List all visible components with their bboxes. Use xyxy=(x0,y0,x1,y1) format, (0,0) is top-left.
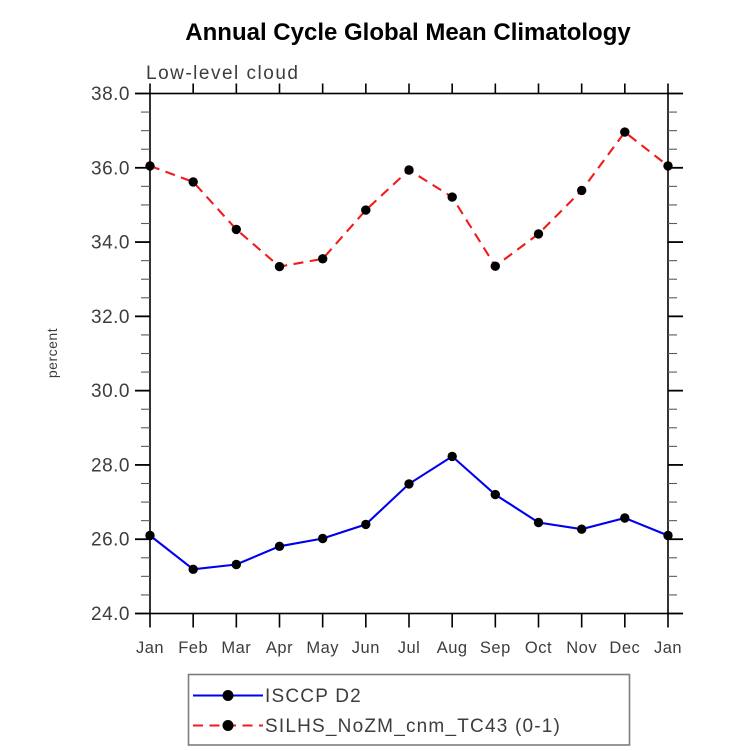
y-tick-label: 34.0 xyxy=(91,233,130,254)
x-tick-label: Sep xyxy=(480,639,511,657)
data-point xyxy=(620,127,630,137)
data-point xyxy=(274,541,285,551)
data-point xyxy=(188,564,198,574)
data-point xyxy=(145,161,155,171)
legend-marker-dot xyxy=(222,720,234,731)
y-tick-label: 30.0 xyxy=(91,381,130,402)
x-tick-label: Mar xyxy=(221,639,251,657)
legend-marker-dot xyxy=(222,690,234,701)
legend: ISCCP D2 SILHS_NoZM_cnm_TC43 (0-1) xyxy=(187,673,631,746)
data-point xyxy=(361,205,371,215)
data-point xyxy=(620,513,630,523)
y-tick-label: 24.0 xyxy=(91,604,130,625)
x-tick-label: Jan xyxy=(654,639,682,657)
data-point xyxy=(318,254,328,264)
x-tick-label: Aug xyxy=(437,639,468,657)
y-tick-label: 26.0 xyxy=(91,530,130,551)
x-tick-label: Feb xyxy=(178,639,208,657)
data-point xyxy=(361,519,371,530)
x-tick-label: Dec xyxy=(609,639,640,657)
x-tick-label: Jul xyxy=(398,639,421,657)
data-point xyxy=(490,261,500,271)
series-line-0 xyxy=(149,455,669,571)
y-tick-label: 38.0 xyxy=(91,84,130,105)
y-tick-label: 32.0 xyxy=(91,307,130,328)
y-tick-label: 28.0 xyxy=(91,455,130,476)
data-point xyxy=(447,192,457,202)
data-point xyxy=(274,261,285,272)
x-tick-label: Nov xyxy=(566,639,597,657)
data-point xyxy=(577,524,587,534)
axes: 24.0 26.0 28.0 30.0 32.0 34.0 36.0 38.0 Jan Feb Ma… xyxy=(91,83,683,657)
data-point xyxy=(188,177,198,187)
series-line-1 xyxy=(149,130,669,268)
chart-subtitle: Low-level cloud xyxy=(146,63,299,84)
data-point xyxy=(663,530,673,541)
data-point xyxy=(533,517,544,528)
x-tick-label: Jan xyxy=(136,639,164,657)
legend-box xyxy=(187,673,631,746)
legend-label-0: ISCCP D2 xyxy=(265,686,362,707)
x-tick-label: Jun xyxy=(352,639,380,657)
data-point xyxy=(447,451,457,462)
data-point xyxy=(318,533,328,544)
y-tick-label: 36.0 xyxy=(91,158,130,179)
data-point xyxy=(663,161,673,171)
data-point xyxy=(577,185,587,196)
chart-title: Annual Cycle Global Mean Climatology xyxy=(185,19,631,46)
legend-label-1: SILHS_NoZM_cnm_TC43 (0-1) xyxy=(265,716,561,737)
data-point xyxy=(404,479,414,489)
data-point xyxy=(231,224,241,235)
data-point xyxy=(490,489,500,500)
y-axis-label: percent xyxy=(44,328,60,378)
x-tick-label: May xyxy=(306,639,339,657)
series-plot xyxy=(145,127,673,574)
x-tick-label: Apr xyxy=(266,639,293,657)
x-tick-label: Oct xyxy=(525,639,552,657)
data-point xyxy=(533,229,544,239)
data-point xyxy=(404,165,414,175)
data-point xyxy=(231,559,241,570)
data-point xyxy=(145,530,155,541)
